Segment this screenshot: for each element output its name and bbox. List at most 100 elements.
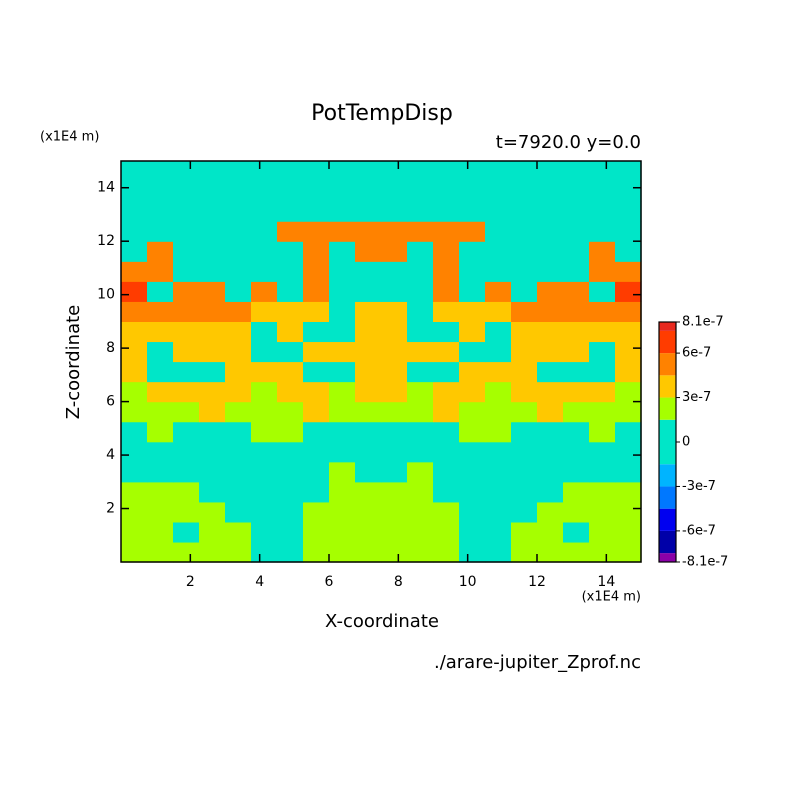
contour-cell [615,161,642,182]
contour-cell [563,441,590,463]
contour-cell [563,421,590,443]
contour-cell [381,201,408,222]
contour-cell [199,521,226,543]
contour-cell [251,501,278,523]
y-tick-label: 8 [106,340,115,356]
colorbar-tick-label: 6e-7 [682,346,711,361]
contour-cell [277,181,304,202]
y-tick-label: 10 [97,287,115,303]
contour-cell [225,301,252,322]
contour-cell [173,421,200,443]
contour-cell [381,441,408,463]
contour-cell [251,441,278,463]
contour-cell [121,341,148,363]
contour-cell [303,401,330,423]
colorbar-tick-label: 3e-7 [682,390,711,405]
contour-cell [173,181,200,202]
contour-cell [303,521,330,543]
contour-cell [199,161,226,182]
contour-cell [329,161,356,182]
contour-cell [537,481,564,503]
contour-cell [615,241,642,262]
contour-cell [251,181,278,202]
contour-cell [121,421,148,443]
contour-cell [563,341,590,363]
contour-cell [173,401,200,423]
contour-cell [563,321,590,343]
contour-cell [251,461,278,483]
contour-cell [381,161,408,182]
contour-cell [277,201,304,222]
contour-cell [199,261,226,282]
contour-cell [563,481,590,503]
contour-cell [563,221,590,242]
contour-cell [537,421,564,443]
contour-cell [407,461,434,483]
contour-cell [277,461,304,483]
colorbar-band [659,397,676,420]
contour-cell [225,381,252,403]
contour-cell [511,161,538,182]
contour-cell [147,261,174,282]
contour-cell [407,281,434,302]
contour-cell [225,221,252,242]
contour-cell [485,301,512,322]
contour-cell [589,401,616,423]
contour-cell [407,501,434,523]
contour-cell [589,521,616,543]
contour-cell [615,501,642,523]
contour-cell [355,281,382,302]
contour-cell [147,481,174,503]
contour-cell [589,421,616,443]
contour-cell [615,421,642,443]
contour-cell [459,461,486,483]
contour-cell [537,341,564,363]
contour-cell [407,421,434,443]
contour-cell [433,521,460,543]
contour-cell [381,541,408,563]
contour-cell [329,181,356,202]
contour-cell [381,361,408,383]
colorbar-tick-label: -8.1e-7 [682,555,728,570]
contour-cell [433,161,460,182]
contour-cell [537,201,564,222]
contour-cell [381,281,408,302]
contour-cell [433,321,460,343]
contour-cell [511,541,538,563]
contour-cell [407,341,434,363]
colorbar-band [659,530,676,554]
contour-cell [329,341,356,363]
contour-cell [407,261,434,282]
contour-cell [381,521,408,543]
contour-cell [563,281,590,302]
contour-cell [355,161,382,182]
contour-cell [485,181,512,202]
contour-cell [225,281,252,302]
contour-cell [459,301,486,322]
contour-cell [615,481,642,503]
contour-cell [121,221,148,242]
contour-cell [251,261,278,282]
contour-cell [225,361,252,383]
contour-cell [355,181,382,202]
contour-cell [329,221,356,242]
plot-frame [120,160,642,563]
contour-cell [407,221,434,242]
contour-cell [329,521,356,543]
contour-cell [355,361,382,383]
contour-cell [199,361,226,383]
contour-cell [199,301,226,322]
contour-cell [407,301,434,322]
contour-cell [433,421,460,443]
contour-cell [459,421,486,443]
contour-cell [433,361,460,383]
contour-cell [485,281,512,302]
contour-cell [589,541,616,563]
contour-cell [251,281,278,302]
contour-cell [277,261,304,282]
contour-cell [485,261,512,282]
contour-cell [173,261,200,282]
contour-cell [537,401,564,423]
contour-cell [355,221,382,242]
contour-cell [277,381,304,403]
